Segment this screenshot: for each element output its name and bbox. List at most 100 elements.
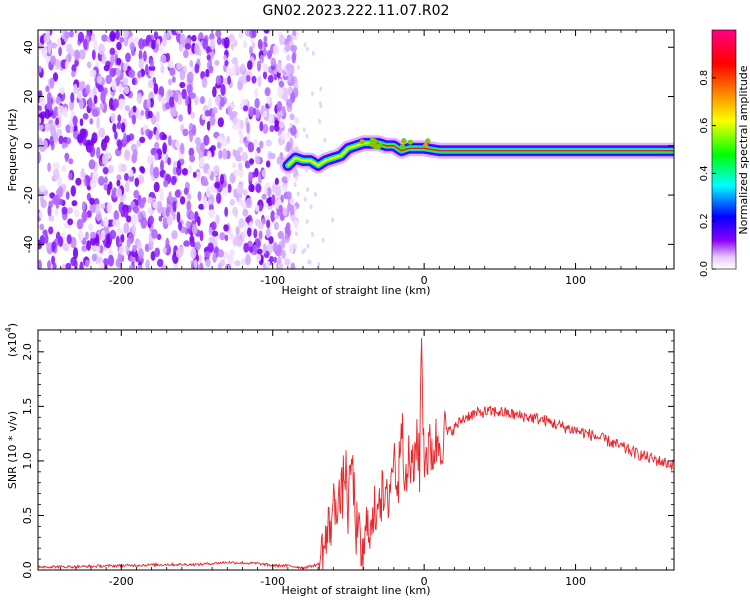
noise-blob: [74, 49, 80, 61]
noise-blob: [240, 63, 245, 72]
noise-blob: [91, 132, 98, 144]
noise-blob: [241, 151, 248, 162]
noise-blob: [68, 172, 73, 180]
noise-blob: [108, 97, 114, 110]
noise-blob: [230, 41, 235, 51]
noise-blob: [108, 181, 113, 191]
noise-blob: [58, 46, 62, 57]
noise-blob: [305, 167, 309, 173]
noise-blob: [221, 138, 228, 147]
noise-blob: [101, 34, 108, 42]
noise-blob: [171, 139, 176, 148]
noise-blob: [101, 153, 109, 165]
noise-blob: [317, 261, 321, 267]
noise-blob: [208, 209, 215, 219]
noise-blob: [38, 117, 42, 125]
noise-blob: [89, 118, 94, 125]
noise-blob: [293, 117, 300, 124]
noise-blob: [286, 63, 292, 71]
noise-blob: [277, 85, 284, 98]
noise-blob: [282, 207, 288, 217]
spectrogram-x-label: Height of straight line (km): [281, 284, 430, 297]
noise-blob: [263, 70, 267, 80]
noise-blob: [126, 215, 132, 223]
snr-y-tick-label: 2.0: [21, 343, 34, 361]
noise-blob: [157, 258, 164, 268]
noise-blob: [64, 60, 69, 70]
noise-blob: [138, 58, 144, 69]
noise-blob: [128, 264, 134, 269]
noise-blob: [133, 205, 139, 214]
noise-blob: [292, 35, 296, 41]
noise-blob: [161, 133, 167, 141]
noise-blob: [160, 65, 165, 74]
noise-blob: [128, 169, 134, 177]
noise-blob: [275, 186, 281, 197]
noise-blob: [303, 42, 307, 48]
noise-blob: [79, 118, 84, 127]
noise-blob: [308, 259, 312, 265]
noise-blob: [133, 36, 140, 45]
noise-blob: [93, 39, 98, 52]
spectrogram-x-tick-label: 100: [565, 274, 586, 287]
colorbar-tick-label: 0.2: [699, 213, 710, 229]
noise-blob: [70, 185, 77, 197]
noise-blob: [118, 245, 125, 256]
noise-blob: [109, 229, 117, 240]
noise-blob: [242, 189, 248, 197]
noise-blob: [131, 50, 136, 57]
noise-blob: [267, 49, 272, 60]
noise-blob: [185, 95, 189, 106]
noise-blob: [284, 258, 291, 266]
noise-blob: [215, 75, 222, 85]
noise-blob: [70, 123, 74, 134]
noise-blob: [234, 150, 241, 162]
noise-blob: [129, 42, 135, 51]
noise-blob: [259, 121, 264, 132]
noise-blob: [257, 60, 261, 72]
noise-blob: [286, 98, 293, 108]
noise-blob: [86, 210, 92, 218]
noise-blob: [187, 85, 192, 98]
noise-blob: [305, 133, 309, 139]
noise-blob: [50, 42, 58, 49]
noise-blob: [194, 241, 201, 251]
noise-blob: [313, 191, 317, 197]
noise-blob: [72, 115, 78, 126]
noise-blob: [100, 229, 106, 241]
noise-blob: [290, 44, 298, 52]
noise-blob: [227, 75, 232, 85]
noise-blob: [311, 50, 315, 56]
noise-blob: [114, 219, 120, 227]
colorbar-tick-label: 0.6: [699, 118, 710, 134]
noise-blob: [248, 106, 255, 117]
noise-blob: [306, 187, 310, 193]
noise-blob: [38, 138, 44, 150]
noise-blob: [156, 233, 162, 241]
noise-blob: [238, 131, 244, 139]
noise-blob: [79, 261, 84, 269]
noise-blob: [38, 123, 44, 131]
noise-blob: [302, 127, 306, 133]
noise-blob: [226, 66, 230, 77]
noise-blob: [132, 244, 137, 253]
noise-blob: [229, 172, 236, 184]
noise-blob: [99, 102, 105, 111]
noise-blob: [91, 253, 97, 262]
noise-blob: [212, 252, 217, 263]
noise-blob: [47, 162, 51, 172]
noise-blob: [183, 187, 189, 195]
noise-blob: [137, 240, 142, 251]
noise-blob: [147, 207, 153, 215]
snr-y-tick-label: 1.5: [21, 398, 34, 416]
noise-blob: [231, 162, 237, 169]
snr-plot-area: [38, 338, 674, 570]
noise-blob: [120, 122, 126, 133]
noise-blob: [232, 237, 239, 247]
noise-blob: [138, 211, 143, 220]
noise-blob: [64, 31, 71, 39]
noise-blob: [193, 259, 198, 269]
signal-core: [371, 142, 674, 152]
noise-blob: [189, 59, 193, 68]
noise-blob: [177, 160, 181, 170]
